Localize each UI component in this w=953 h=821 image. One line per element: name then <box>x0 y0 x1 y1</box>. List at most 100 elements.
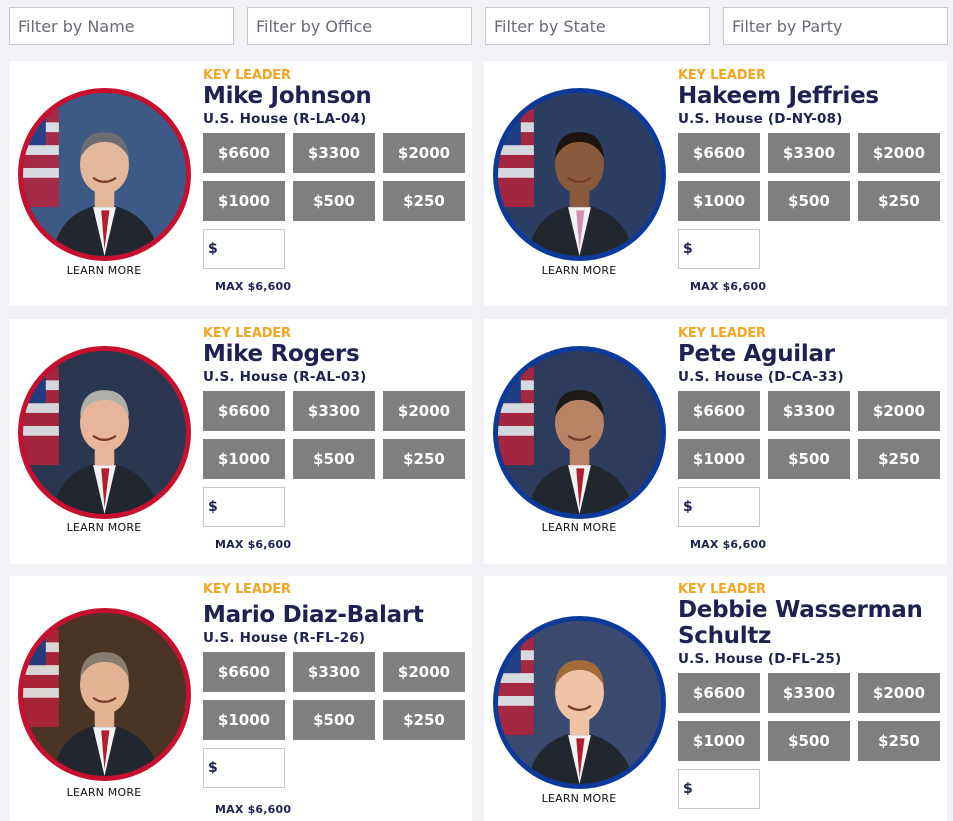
amount-button[interactable]: $3300 <box>768 673 850 713</box>
amount-grid: $6600 $3300 $2000 $1000 $500 $250 <box>203 391 465 479</box>
filter-name-input[interactable] <box>9 7 234 45</box>
amount-button[interactable]: $500 <box>768 181 850 221</box>
max-amount-label: MAX $6,600 <box>215 803 292 816</box>
candidate-office: U.S. House (D-CA-33) <box>678 369 844 385</box>
amount-button[interactable]: $500 <box>768 439 850 479</box>
candidate-photo[interactable] <box>493 346 666 519</box>
custom-amount-field[interactable]: $ <box>678 769 760 809</box>
currency-symbol: $ <box>208 760 218 776</box>
amount-grid: $6600 $3300 $2000 $1000 $500 $250 <box>678 133 940 221</box>
candidate-office: U.S. House (R-AL-03) <box>203 369 367 385</box>
candidate-info: KEY LEADER Mario Diaz-Balart U.S. House … <box>203 583 465 816</box>
amount-button[interactable]: $6600 <box>678 673 760 713</box>
key-leader-badge: KEY LEADER <box>678 582 766 597</box>
amount-grid: $6600 $3300 $2000 $1000 $500 $250 <box>678 673 940 761</box>
amount-button[interactable]: $3300 <box>768 133 850 173</box>
candidate-card: LEARN MORE KEY LEADER Mario Diaz-Balart … <box>9 576 472 821</box>
custom-amount-input[interactable] <box>219 234 284 264</box>
candidate-name: Hakeem Jeffries <box>678 83 879 109</box>
candidate-office: U.S. House (D-FL-25) <box>678 651 842 667</box>
candidate-photo[interactable] <box>493 88 666 261</box>
learn-more-link[interactable]: LEARN MORE <box>66 521 142 534</box>
amount-button[interactable]: $1000 <box>678 181 760 221</box>
currency-symbol: $ <box>208 241 218 257</box>
custom-amount-input[interactable] <box>219 492 284 522</box>
candidate-photo[interactable] <box>18 608 191 781</box>
candidate-name: Pete Aguilar <box>678 341 835 367</box>
candidate-photo[interactable] <box>493 616 666 789</box>
custom-amount-input[interactable] <box>694 774 759 804</box>
learn-more-link[interactable]: LEARN MORE <box>66 264 142 277</box>
amount-button[interactable]: $1000 <box>203 439 285 479</box>
amount-button[interactable]: $2000 <box>858 133 940 173</box>
candidate-photo[interactable] <box>18 346 191 519</box>
amount-grid: $6600 $3300 $2000 $1000 $500 $250 <box>678 391 940 479</box>
candidate-info: KEY LEADER Debbie Wasserman Schultz U.S.… <box>678 583 940 809</box>
amount-button[interactable]: $2000 <box>383 652 465 692</box>
filter-office-input[interactable] <box>247 7 472 45</box>
amount-button[interactable]: $2000 <box>858 673 940 713</box>
amount-button[interactable]: $250 <box>383 439 465 479</box>
key-leader-badge: KEY LEADER <box>203 326 291 341</box>
currency-symbol: $ <box>683 241 693 257</box>
custom-amount-field[interactable]: $ <box>203 229 285 269</box>
candidate-info: KEY LEADER Hakeem Jeffries U.S. House (D… <box>678 69 940 293</box>
learn-more-link[interactable]: LEARN MORE <box>541 521 617 534</box>
candidate-card: LEARN MORE KEY LEADER Hakeem Jeffries U.… <box>484 61 947 306</box>
candidate-name: Mike Johnson <box>203 83 372 109</box>
amount-button[interactable]: $6600 <box>203 391 285 431</box>
amount-button[interactable]: $250 <box>383 181 465 221</box>
custom-amount-field[interactable]: $ <box>203 748 285 788</box>
custom-amount-field[interactable]: $ <box>678 487 760 527</box>
filter-state-input[interactable] <box>485 7 710 45</box>
amount-button[interactable]: $500 <box>293 700 375 740</box>
custom-amount-input[interactable] <box>219 753 284 783</box>
amount-button[interactable]: $6600 <box>203 133 285 173</box>
custom-amount-field[interactable]: $ <box>203 487 285 527</box>
portrait-illustration <box>498 351 661 514</box>
candidate-card: LEARN MORE KEY LEADER Pete Aguilar U.S. … <box>484 319 947 564</box>
amount-button[interactable]: $250 <box>858 721 940 761</box>
candidate-info: KEY LEADER Mike Johnson U.S. House (R-LA… <box>203 69 465 293</box>
max-amount-label: MAX $6,600 <box>690 538 767 551</box>
amount-button[interactable]: $250 <box>858 439 940 479</box>
amount-button[interactable]: $1000 <box>678 439 760 479</box>
amount-button[interactable]: $500 <box>768 721 850 761</box>
candidate-card: LEARN MORE KEY LEADER Mike Johnson U.S. … <box>9 61 472 306</box>
candidate-info: KEY LEADER Mike Rogers U.S. House (R-AL-… <box>203 327 465 551</box>
amount-button[interactable]: $2000 <box>383 391 465 431</box>
portrait-illustration <box>498 93 661 256</box>
amount-button[interactable]: $3300 <box>293 652 375 692</box>
filter-party-input[interactable] <box>723 7 948 45</box>
custom-amount-input[interactable] <box>694 492 759 522</box>
candidate-name: Mike Rogers <box>203 341 360 367</box>
amount-button[interactable]: $3300 <box>293 133 375 173</box>
amount-button[interactable]: $3300 <box>293 391 375 431</box>
amount-button[interactable]: $500 <box>293 439 375 479</box>
amount-button[interactable]: $250 <box>383 700 465 740</box>
learn-more-link[interactable]: LEARN MORE <box>541 792 617 805</box>
amount-button[interactable]: $2000 <box>858 391 940 431</box>
custom-amount-field[interactable]: $ <box>678 229 760 269</box>
amount-button[interactable]: $6600 <box>678 133 760 173</box>
candidate-office: U.S. House (R-FL-26) <box>203 630 366 646</box>
learn-more-link[interactable]: LEARN MORE <box>541 264 617 277</box>
portrait-illustration <box>498 621 661 784</box>
amount-button[interactable]: $250 <box>858 181 940 221</box>
amount-grid: $6600 $3300 $2000 $1000 $500 $250 <box>203 133 465 221</box>
amount-button[interactable]: $500 <box>293 181 375 221</box>
amount-button[interactable]: $1000 <box>203 700 285 740</box>
currency-symbol: $ <box>208 499 218 515</box>
currency-symbol: $ <box>683 781 693 797</box>
amount-button[interactable]: $6600 <box>678 391 760 431</box>
learn-more-link[interactable]: LEARN MORE <box>66 786 142 799</box>
filter-bar <box>9 7 948 45</box>
amount-button[interactable]: $1000 <box>678 721 760 761</box>
candidate-photo[interactable] <box>18 88 191 261</box>
portrait-illustration <box>23 351 186 514</box>
custom-amount-input[interactable] <box>694 234 759 264</box>
amount-button[interactable]: $2000 <box>383 133 465 173</box>
amount-button[interactable]: $6600 <box>203 652 285 692</box>
amount-button[interactable]: $3300 <box>768 391 850 431</box>
amount-button[interactable]: $1000 <box>203 181 285 221</box>
